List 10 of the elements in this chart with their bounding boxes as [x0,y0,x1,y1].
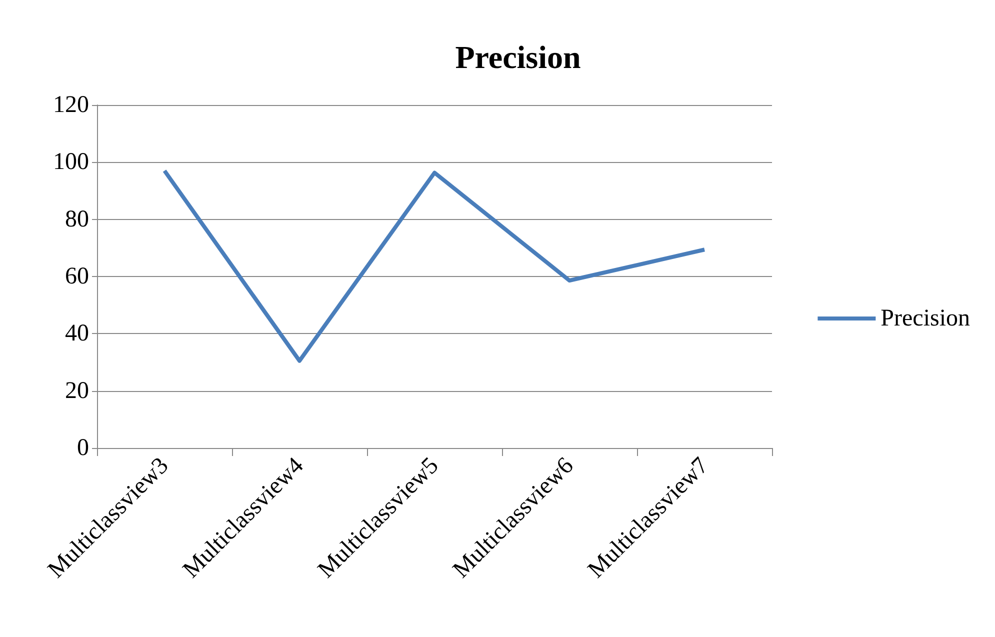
y-tick-label: 60 [65,264,89,290]
line-series [162,168,706,363]
y-tick-label: 20 [65,378,89,404]
y-tick-label: 120 [53,92,89,118]
legend-label: Precision [880,306,970,332]
y-tick-label: 80 [65,206,89,232]
y-tick-label: 0 [77,435,89,461]
y-tick-label: 40 [65,320,89,347]
chart-title: Precision [455,39,582,75]
y-tick-label: 100 [53,149,89,176]
